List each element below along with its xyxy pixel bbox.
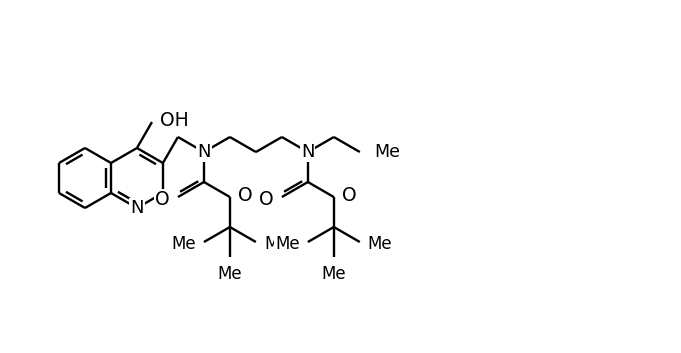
Text: O: O — [238, 186, 253, 204]
Text: Me: Me — [321, 265, 346, 283]
Text: N: N — [301, 143, 315, 161]
Text: Me: Me — [218, 265, 242, 283]
Text: O: O — [259, 190, 274, 209]
Text: Me: Me — [264, 235, 289, 253]
Text: Me: Me — [275, 235, 300, 253]
Text: OH: OH — [160, 110, 189, 130]
Text: N: N — [197, 143, 210, 161]
Text: N: N — [130, 199, 144, 217]
Text: Me: Me — [172, 235, 196, 253]
Text: Me: Me — [368, 235, 392, 253]
Text: O: O — [342, 186, 356, 204]
Text: Me: Me — [374, 143, 400, 161]
Text: O: O — [155, 190, 170, 209]
